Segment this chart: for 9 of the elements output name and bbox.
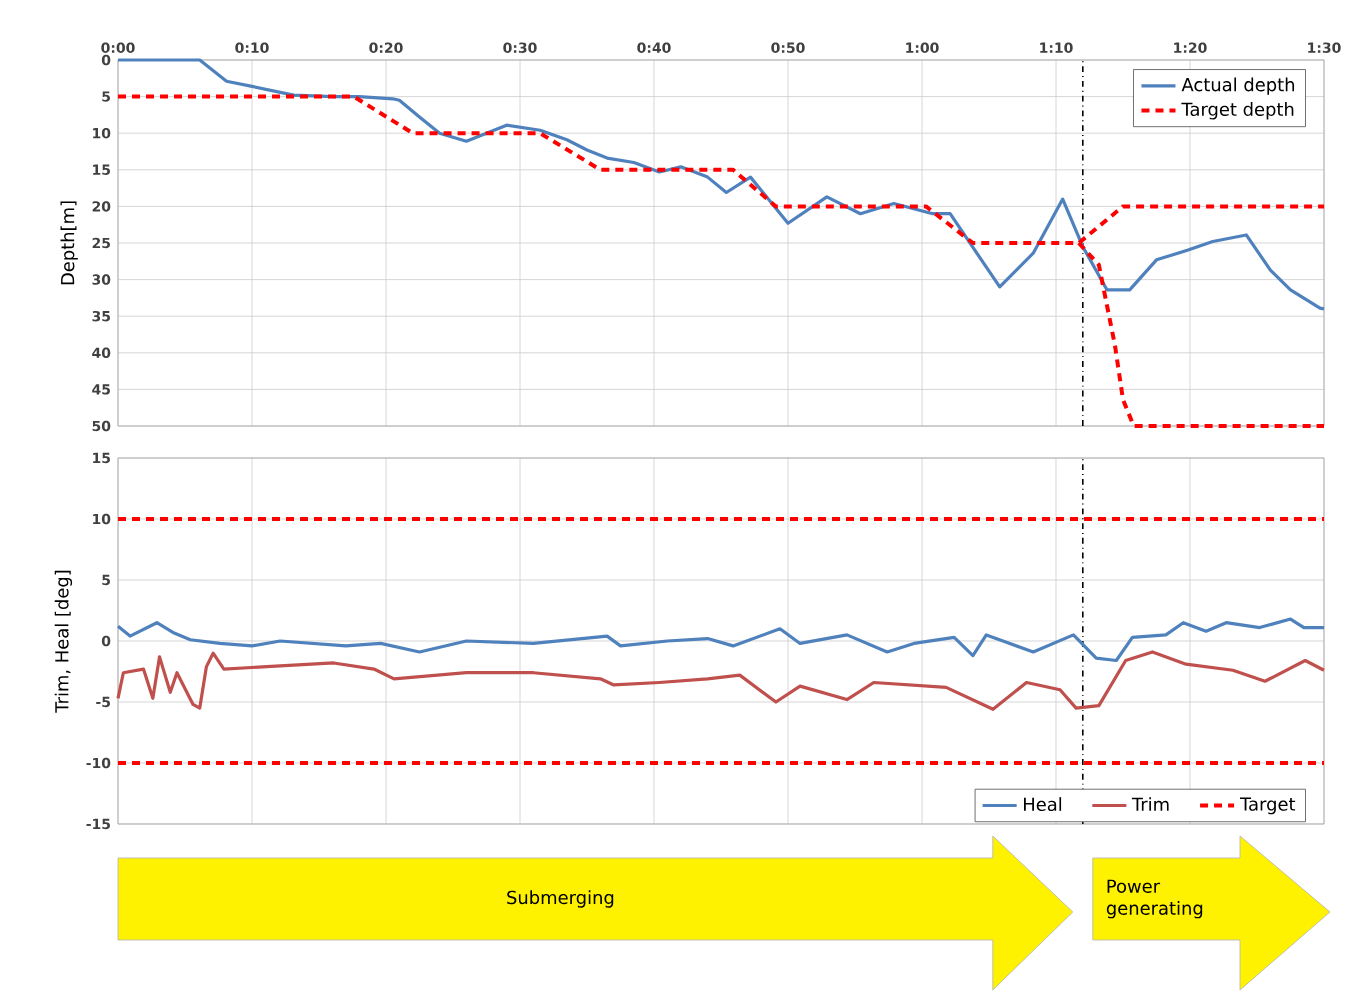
legend-label: Trim — [1131, 797, 1169, 811]
y-axis-title: Depth[m] — [60, 201, 78, 285]
text: Power generating — [1106, 879, 1203, 919]
y-axis-title: Trim, Heal [deg] — [54, 570, 73, 713]
legend-label: Target — [1240, 797, 1296, 815]
legend-label: Actual depth — [1181, 77, 1295, 95]
legend-label: Heal — [1024, 797, 1062, 812]
text: Submerging — [507, 890, 614, 908]
legend-label: Target depth — [1181, 102, 1294, 120]
